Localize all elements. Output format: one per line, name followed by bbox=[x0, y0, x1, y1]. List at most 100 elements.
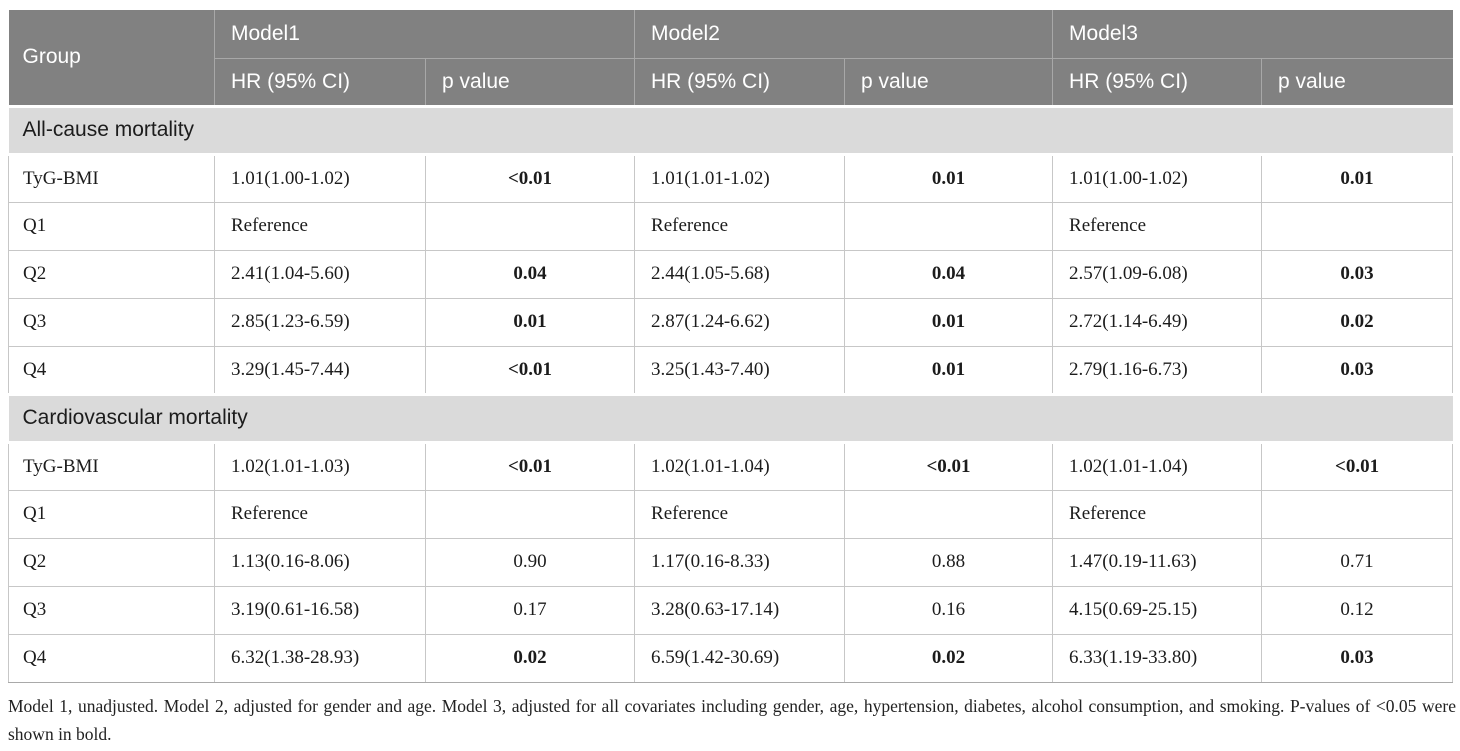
p-value-cell: 0.01 bbox=[844, 153, 1054, 203]
p-value-cell: <0.01 bbox=[844, 441, 1054, 491]
group-cell: Q1 bbox=[8, 489, 215, 539]
hr-ci-cell: 6.59(1.42-30.69) bbox=[634, 633, 846, 683]
hr-ci-cell: 6.33(1.19-33.80) bbox=[1052, 633, 1263, 683]
section-title: All-cause mortality bbox=[8, 104, 1453, 156]
p-value-cell: 0.12 bbox=[1261, 585, 1454, 635]
p-value-cell: <0.01 bbox=[424, 345, 636, 395]
table-row: Q3 3.19(0.61-16.58) 0.17 3.28(0.63-17.14) 0.… bbox=[8, 585, 1454, 635]
p-value-cell: 0.04 bbox=[844, 249, 1054, 299]
hr-ci-cell: Reference bbox=[634, 201, 846, 251]
hr-ci-cell: 1.01(1.00-1.02) bbox=[214, 153, 426, 203]
p-value-cell: <0.01 bbox=[1261, 441, 1454, 491]
header-model3: Model3 bbox=[1052, 10, 1453, 59]
p-value-cell: 0.02 bbox=[844, 633, 1054, 683]
hr-ci-cell: 1.17(0.16-8.33) bbox=[634, 537, 846, 587]
table-header: Group Model1 Model2 Model3 HR (95% CI) p… bbox=[8, 10, 1453, 107]
header-row-subheaders: HR (95% CI) p value HR (95% CI) p value … bbox=[9, 57, 1453, 107]
hr-ci-cell: 4.15(0.69-25.15) bbox=[1052, 585, 1263, 635]
hr-ci-cell: Reference bbox=[1052, 201, 1263, 251]
hr-ci-cell: Reference bbox=[214, 489, 426, 539]
p-value-cell: 0.17 bbox=[424, 585, 636, 635]
table-row: Q4 6.32(1.38-28.93) 0.02 6.59(1.42-30.69) 0.… bbox=[8, 633, 1454, 683]
p-value-cell: <0.01 bbox=[424, 441, 636, 491]
p-value-cell: 0.01 bbox=[844, 345, 1054, 395]
table-row: Q2 1.13(0.16-8.06) 0.90 1.17(0.16-8.33) 0.88… bbox=[8, 537, 1454, 587]
p-value-cell: 0.16 bbox=[844, 585, 1054, 635]
p-value-cell bbox=[844, 201, 1054, 251]
hr-ci-cell: 1.02(1.01-1.04) bbox=[1052, 441, 1263, 491]
hr-ci-cell: 6.32(1.38-28.93) bbox=[214, 633, 426, 683]
section-row: All-cause mortality bbox=[8, 104, 1453, 156]
p-value-cell bbox=[844, 489, 1054, 539]
header-model1-pvalue: p value bbox=[424, 57, 636, 107]
group-cell: Q2 bbox=[8, 537, 215, 587]
group-cell: Q3 bbox=[8, 585, 215, 635]
table-footnote: Model 1, unadjusted. Model 2, adjusted f… bbox=[8, 695, 1456, 744]
hr-ci-cell: 2.44(1.05-5.68) bbox=[634, 249, 846, 299]
section-row: Cardiovascular mortality bbox=[8, 392, 1453, 444]
hr-ci-cell: Reference bbox=[214, 201, 426, 251]
p-value-cell: 0.01 bbox=[844, 297, 1054, 347]
group-cell: Q3 bbox=[8, 297, 215, 347]
table-row: Q2 2.41(1.04-5.60) 0.04 2.44(1.05-5.68) 0.04… bbox=[8, 249, 1454, 299]
hr-ci-cell: 2.79(1.16-6.73) bbox=[1052, 345, 1263, 395]
p-value-cell: 0.03 bbox=[1261, 633, 1454, 683]
group-cell: Q1 bbox=[8, 201, 215, 251]
section-title: Cardiovascular mortality bbox=[8, 392, 1453, 444]
hazard-ratio-table: Group Model1 Model2 Model3 HR (95% CI) p… bbox=[8, 10, 1454, 683]
header-model3-hr: HR (95% CI) bbox=[1052, 57, 1263, 107]
hr-ci-cell: 3.28(0.63-17.14) bbox=[634, 585, 846, 635]
group-cell: Q2 bbox=[8, 249, 215, 299]
header-model2-hr: HR (95% CI) bbox=[634, 57, 846, 107]
table-row: Q1 Reference Reference Reference bbox=[8, 201, 1454, 251]
p-value-cell: 0.88 bbox=[844, 537, 1054, 587]
p-value-cell: 0.03 bbox=[1261, 249, 1454, 299]
p-value-cell: 0.90 bbox=[424, 537, 636, 587]
header-model2: Model2 bbox=[634, 10, 1054, 59]
hr-ci-cell: 1.47(0.19-11.63) bbox=[1052, 537, 1263, 587]
hr-ci-cell: 2.57(1.09-6.08) bbox=[1052, 249, 1263, 299]
table-body: All-cause mortality TyG-BMI 1.01(1.00-1.02… bbox=[8, 104, 1454, 683]
header-group: Group bbox=[8, 10, 215, 107]
group-cell: TyG-BMI bbox=[8, 441, 215, 491]
hr-ci-cell: 1.02(1.01-1.04) bbox=[634, 441, 846, 491]
p-value-cell bbox=[1261, 201, 1454, 251]
group-cell: TyG-BMI bbox=[8, 153, 215, 203]
hr-ci-cell: 3.25(1.43-7.40) bbox=[634, 345, 846, 395]
p-value-cell: <0.01 bbox=[424, 153, 636, 203]
p-value-cell: 0.02 bbox=[1261, 297, 1454, 347]
hr-ci-cell: 1.02(1.01-1.03) bbox=[214, 441, 426, 491]
header-model2-pvalue: p value bbox=[844, 57, 1054, 107]
hr-ci-cell: 3.19(0.61-16.58) bbox=[214, 585, 426, 635]
table-row: Q4 3.29(1.45-7.44) <0.01 3.25(1.43-7.40) 0.0… bbox=[8, 345, 1454, 395]
header-row-models: Group Model1 Model2 Model3 bbox=[8, 10, 1453, 107]
header-model1-hr: HR (95% CI) bbox=[214, 57, 426, 107]
header-model3-pvalue: p value bbox=[1261, 57, 1453, 107]
group-cell: Q4 bbox=[8, 633, 215, 683]
hr-ci-cell: 3.29(1.45-7.44) bbox=[214, 345, 426, 395]
table-row: TyG-BMI 1.02(1.01-1.03) <0.01 1.02(1.01-1.0… bbox=[8, 441, 1454, 491]
hr-ci-cell: 2.41(1.04-5.60) bbox=[214, 249, 426, 299]
p-value-cell bbox=[424, 201, 636, 251]
hr-ci-cell: 1.01(1.01-1.02) bbox=[634, 153, 846, 203]
p-value-cell: 0.02 bbox=[424, 633, 636, 683]
p-value-cell bbox=[1261, 489, 1454, 539]
p-value-cell: 0.71 bbox=[1261, 537, 1454, 587]
hr-ci-cell: 2.87(1.24-6.62) bbox=[634, 297, 846, 347]
p-value-cell: 0.01 bbox=[424, 297, 636, 347]
table-row: TyG-BMI 1.01(1.00-1.02) <0.01 1.01(1.01-1.0… bbox=[8, 153, 1454, 203]
p-value-cell bbox=[424, 489, 636, 539]
group-cell: Q4 bbox=[8, 345, 215, 395]
p-value-cell: 0.01 bbox=[1261, 153, 1454, 203]
p-value-cell: 0.04 bbox=[424, 249, 636, 299]
hr-ci-cell: 2.85(1.23-6.59) bbox=[214, 297, 426, 347]
table-row: Q1 Reference Reference Reference bbox=[8, 489, 1454, 539]
p-value-cell: 0.03 bbox=[1261, 345, 1454, 395]
hr-ci-cell: 2.72(1.14-6.49) bbox=[1052, 297, 1263, 347]
hr-ci-cell: 1.13(0.16-8.06) bbox=[214, 537, 426, 587]
header-model1: Model1 bbox=[213, 10, 636, 59]
hr-ci-cell: 1.01(1.00-1.02) bbox=[1052, 153, 1263, 203]
hr-ci-cell: Reference bbox=[634, 489, 846, 539]
hr-ci-cell: Reference bbox=[1052, 489, 1263, 539]
